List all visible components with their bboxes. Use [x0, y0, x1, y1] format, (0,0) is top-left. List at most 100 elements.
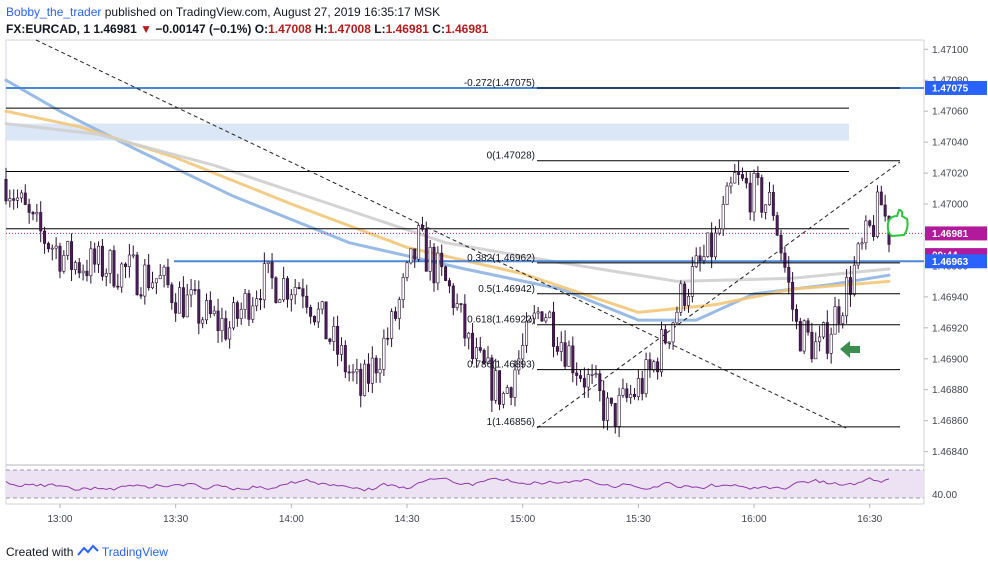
price-axis[interactable]: 1.471001.470801.470601.470401.470201.470…: [924, 45, 987, 458]
candle-body: [224, 318, 228, 340]
candle-body: [70, 241, 74, 270]
candle-body: [563, 342, 567, 367]
candle-body: [409, 248, 413, 264]
candle-body: [262, 263, 266, 301]
candle-body: [667, 341, 671, 344]
candle-body: [282, 278, 286, 301]
tradingview-brand[interactable]: TradingView: [101, 545, 168, 559]
candle-body: [393, 311, 397, 319]
candle-body: [336, 326, 340, 355]
candle-body: [505, 387, 509, 394]
candle-body: [860, 242, 864, 245]
candle-body: [482, 350, 486, 364]
candle-body: [710, 232, 714, 258]
candle-body: [698, 255, 702, 261]
candle-body: [875, 191, 879, 237]
price-tick-label: 1.46940: [932, 292, 969, 303]
footer: Created with TradingView: [6, 544, 168, 559]
candle-body: [293, 286, 297, 296]
candle-body: [868, 220, 872, 226]
candle-body: [532, 312, 536, 320]
candle-body: [347, 371, 351, 374]
candle-body: [332, 326, 336, 342]
candle-body: [729, 182, 733, 187]
candle-body: [278, 299, 282, 303]
candle-body: [521, 345, 525, 360]
price-badge: [925, 80, 987, 95]
candle-body: [841, 315, 845, 324]
candle-body: [590, 374, 594, 376]
candle-body: [305, 295, 309, 308]
candle-body: [208, 300, 212, 315]
symbol-name[interactable]: FX:EURCAD, 1: [6, 22, 91, 36]
candle-body: [297, 286, 301, 289]
fib-level-label: 0.5(1.46942): [478, 284, 535, 295]
published-text: published on TradingView.com, August 27,…: [104, 5, 441, 19]
plot-border: [5, 39, 925, 505]
candle-body: [810, 331, 814, 360]
time-tick-label: 14:30: [395, 514, 420, 525]
candle-body: [544, 317, 548, 322]
candle-body: [235, 302, 239, 319]
candle-body: [251, 305, 255, 320]
candle-body: [328, 338, 332, 342]
candle-body: [775, 215, 779, 236]
candle-body: [740, 174, 744, 179]
candle-body: [582, 378, 586, 388]
candle-body: [120, 263, 124, 288]
candle-body: [694, 255, 698, 267]
candle-body: [143, 264, 147, 297]
candle-body: [675, 311, 679, 324]
fib-anchor-line: [536, 161, 901, 429]
fib-level-label: 0.382(1.46962): [467, 253, 535, 264]
ma-slow-line: [4, 122, 891, 283]
price-badge-label: 1.46981: [932, 229, 969, 240]
candle-body: [671, 322, 675, 343]
candle-body: [490, 357, 494, 401]
price-tick-label: 1.46860: [932, 416, 969, 427]
candle-body: [351, 371, 355, 374]
candle-body: [744, 177, 748, 184]
candle-body: [606, 397, 610, 421]
candle-body: [343, 345, 347, 373]
candle-body: [316, 308, 320, 323]
candle-body: [243, 293, 247, 310]
candle-body: [85, 270, 89, 277]
candle-body: [39, 212, 43, 232]
open-label: O:: [254, 22, 269, 36]
candle-body: [717, 228, 721, 234]
candle-body: [147, 264, 151, 289]
candle-body: [8, 198, 12, 202]
candle-body: [633, 393, 637, 397]
candle-body: [845, 277, 849, 317]
candle-body: [46, 243, 50, 250]
candle-body: [829, 333, 833, 354]
candle-body: [571, 345, 575, 374]
price-badge-label: 1.46963: [932, 257, 969, 268]
created-with-text: Created with: [6, 545, 74, 559]
candle-body: [270, 261, 274, 279]
candle-body: [848, 277, 852, 295]
candle-body: [733, 172, 737, 184]
publish-info: Bobby_the_trader published on TradingVie…: [6, 5, 440, 19]
author-link[interactable]: Bobby_the_trader: [6, 5, 102, 19]
candle-body: [104, 272, 108, 277]
candle-body: [679, 283, 683, 313]
candle-body: [501, 393, 505, 405]
last-price: 1.46981: [93, 22, 137, 36]
candle-body: [35, 212, 39, 215]
fib-level-label: -0.272(1.47075): [464, 78, 535, 89]
candle-body: [301, 288, 305, 297]
candle-body: [459, 303, 463, 305]
candle-body: [517, 358, 521, 371]
candle-body: [390, 311, 394, 339]
time-axis[interactable]: 13:00 13:30 14:00 14:30 15:00 15:30 16:00 16:30: [47, 504, 883, 525]
candle-body: [378, 369, 382, 374]
candle-body: [474, 347, 478, 360]
rsi-line: [5, 477, 890, 492]
fib-level-label: 1(1.46856): [487, 417, 535, 428]
candle-body: [513, 369, 517, 398]
candle-body: [540, 311, 544, 322]
